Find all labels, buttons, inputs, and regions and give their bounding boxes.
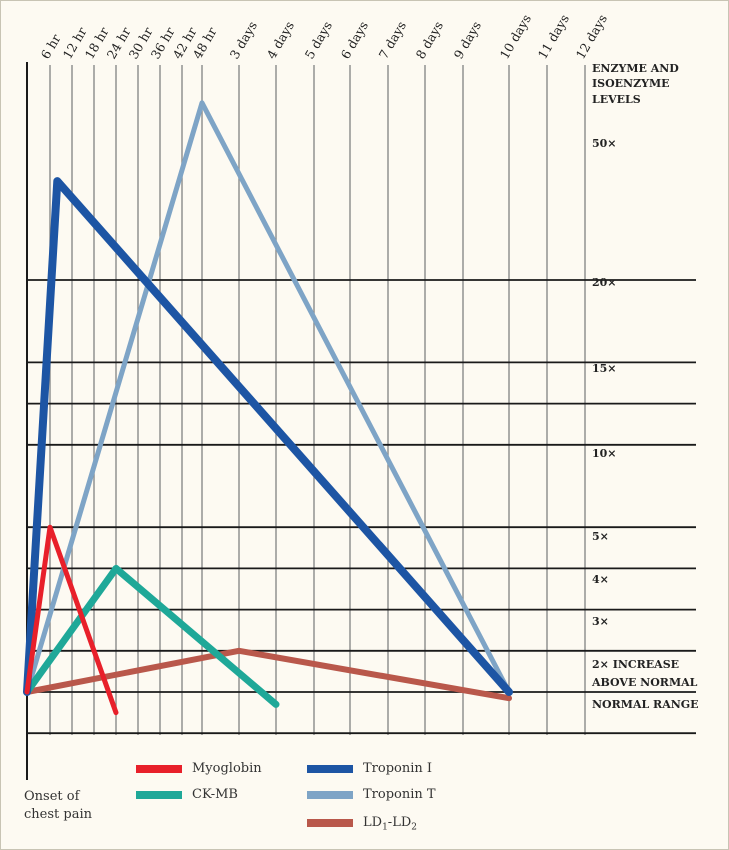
legend-swatch-ld: [307, 818, 353, 827]
legend-swatch-myoglobin: [136, 764, 182, 773]
onset-label: Onset of chest pain: [24, 788, 124, 824]
y-level-label: 3×: [592, 615, 609, 628]
x-tick-label: 11 days: [535, 12, 572, 62]
legend-troponin-t: Troponin T: [307, 787, 436, 802]
y-level-label: 2× INCREASE: [592, 658, 679, 671]
series-troponin-t: [24, 100, 512, 695]
legend-swatch-troponin-i: [307, 764, 353, 773]
x-tick-label: 8 days: [413, 19, 446, 62]
y-level-label: 50×: [592, 137, 617, 150]
x-tick-label: 4 days: [264, 19, 297, 62]
legend-swatch-troponin-t: [307, 790, 353, 799]
x-tick-label: 6 days: [338, 19, 371, 62]
y-title-line-3: LEVELS: [592, 93, 641, 106]
series-ld1-ld2: [24, 647, 512, 702]
y-level-labels: 50× 20× 15× 10× 5× 4× 3× 2× INCREASE ABOVE NORMA…: [591, 137, 699, 711]
legend-label-ld: LD1-LD2: [363, 815, 417, 833]
legend-myoglobin: Myoglobin: [136, 761, 262, 776]
legend-swatch-ckmb: [136, 790, 182, 799]
series-ck-mb: [23, 564, 280, 708]
onset-line-1: Onset of: [24, 789, 80, 804]
x-tick-label: 7 days: [376, 19, 409, 62]
y-level-label: 10×: [592, 447, 617, 460]
y-title-line-2: ISOENZYME: [592, 77, 670, 90]
legend-ckmb: CK-MB: [136, 787, 238, 802]
y-level-label: 5×: [592, 530, 609, 543]
legend-troponin-i: Troponin I: [307, 761, 432, 776]
y-level-label: NORMAL RANGE: [592, 698, 699, 711]
y-level-label: ABOVE NORMAL: [591, 676, 698, 689]
x-tick-label: 9 days: [451, 19, 484, 62]
vertical-grid: [49, 65, 586, 735]
x-tick-label: 3 days: [227, 19, 260, 62]
y-title-line-1: ENZYME AND: [592, 62, 679, 75]
legend-label-troponin-i: Troponin I: [363, 761, 433, 776]
y-level-label: 15×: [592, 362, 617, 375]
legend-ld: LD1-LD2: [307, 815, 417, 833]
legend-label-myoglobin: Myoglobin: [192, 761, 262, 776]
series-troponin-i: [23, 177, 513, 696]
legend-label-troponin-t: Troponin T: [363, 787, 436, 802]
series-lines: [23, 100, 513, 716]
x-tick-label: 10 days: [497, 12, 534, 62]
y-level-label: 20×: [592, 276, 617, 289]
x-tick-label: 12 days: [573, 12, 610, 62]
x-tick-label: 6 hr: [38, 32, 64, 62]
x-tick-label: 5 days: [302, 19, 335, 62]
series-myoglobin: [24, 524, 119, 716]
y-level-label: 4×: [592, 573, 609, 586]
legend-label-ckmb: CK-MB: [192, 787, 238, 802]
onset-line-2: chest pain: [24, 807, 92, 822]
